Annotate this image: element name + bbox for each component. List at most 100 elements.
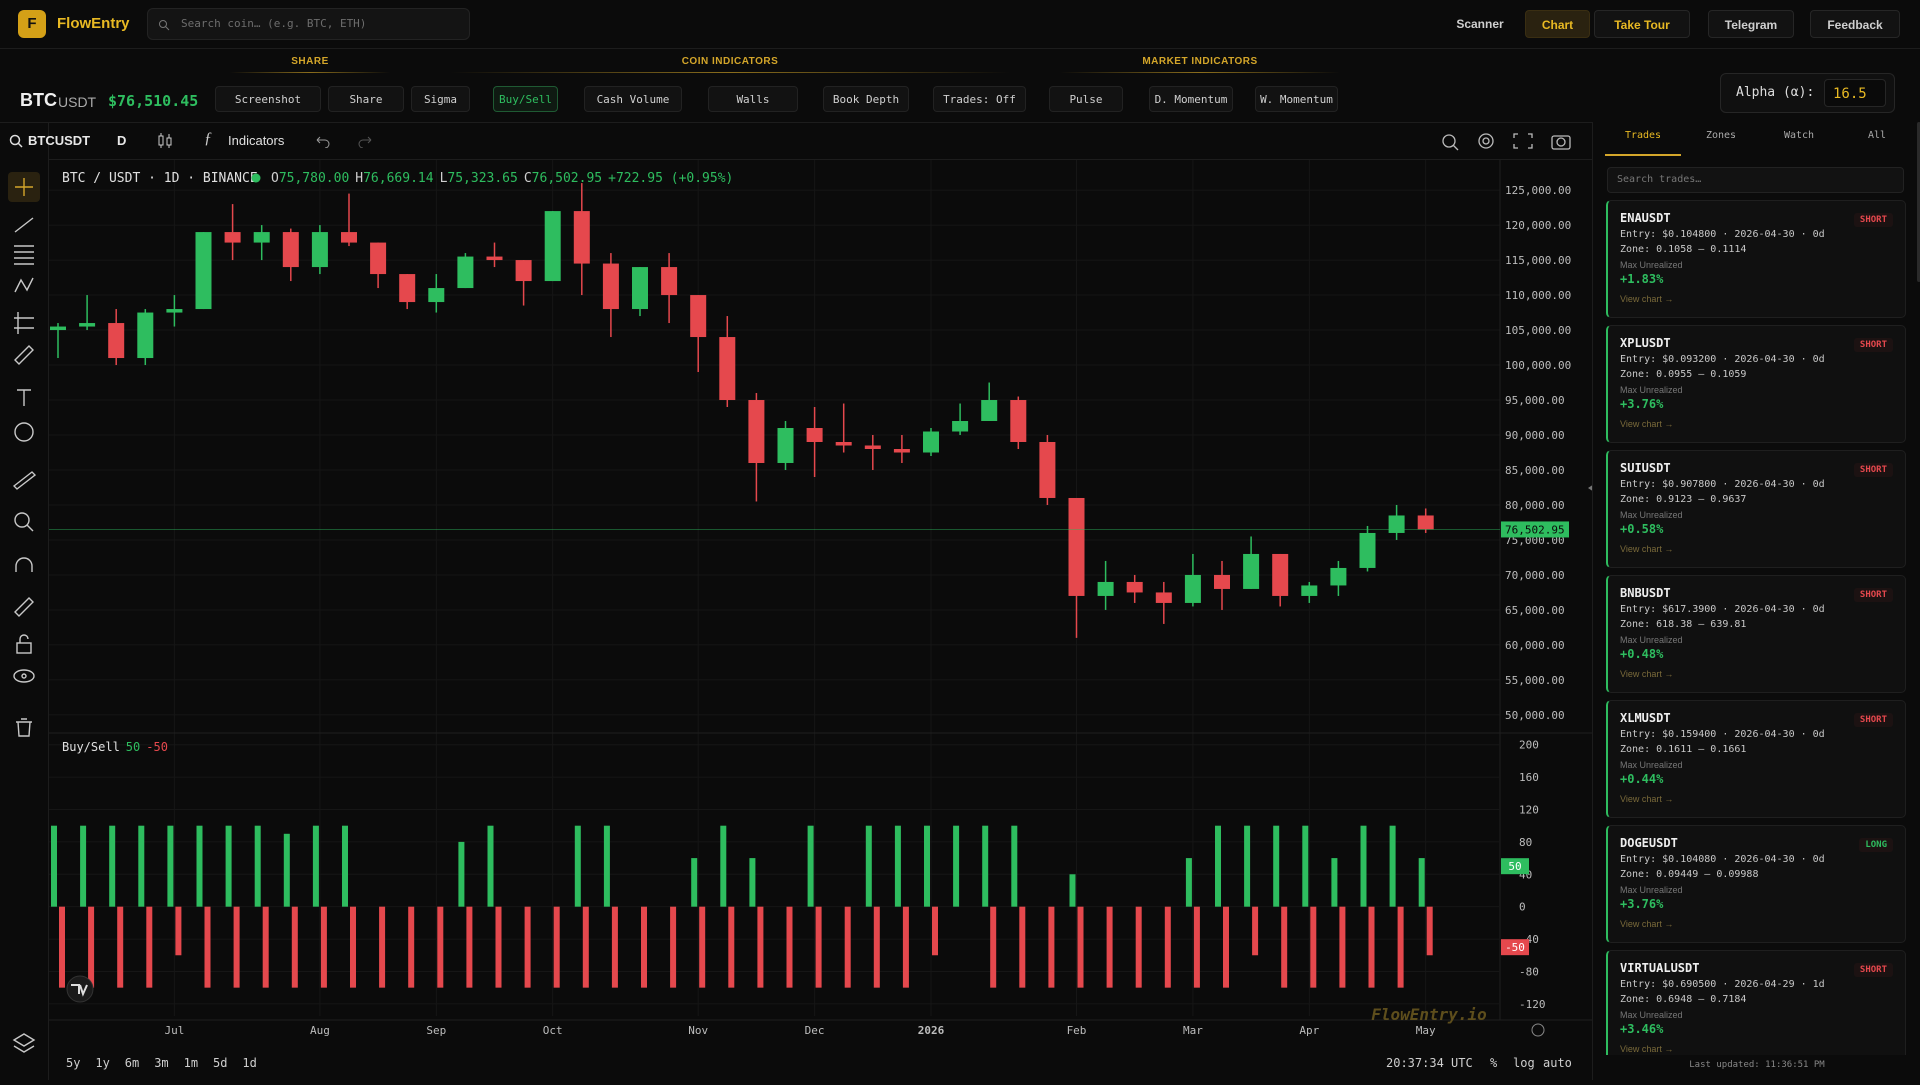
indicator-button[interactable]: Screenshot xyxy=(215,86,321,112)
logo[interactable]: F xyxy=(18,10,46,38)
trade-card[interactable]: VIRTUALUSDT SHORT Entry: $0.690500 · 2026-… xyxy=(1606,950,1906,1055)
buy-sell-bar xyxy=(924,825,930,907)
indicator-button[interactable]: Trades: Off xyxy=(933,86,1026,112)
scale-option[interactable]: log xyxy=(1513,1056,1535,1070)
buy-sell-bar xyxy=(1069,874,1076,907)
scale-option[interactable]: % xyxy=(1490,1056,1498,1070)
indicators-button[interactable]: Indicators xyxy=(228,133,285,148)
brand[interactable]: FlowEntry xyxy=(57,15,130,32)
panel-tab[interactable]: All xyxy=(1867,130,1887,141)
ohlc-value: 76,502.95 xyxy=(532,171,602,186)
trade-card[interactable]: ENAUSDT SHORT Entry: $0.104800 · 2026-04-3… xyxy=(1606,200,1906,318)
buy-sell-bar xyxy=(283,833,290,907)
candle-body xyxy=(806,428,823,443)
section-rule xyxy=(450,72,1010,73)
trade-side: SHORT xyxy=(1853,588,1893,602)
trade-card[interactable]: BNBUSDT SHORT Entry: $617.3900 · 2026-04-3… xyxy=(1606,575,1906,693)
y-tick-label: 70,000.00 xyxy=(1505,569,1565,582)
range-button[interactable]: 1d xyxy=(242,1056,256,1070)
trade-link[interactable]: View chart → xyxy=(1620,919,1674,929)
nav-button[interactable]: Feedback xyxy=(1810,10,1900,38)
collapse-arrow[interactable] xyxy=(1588,484,1592,492)
trade-side: SHORT xyxy=(1853,963,1893,977)
trade-zone: Zone: 0.09449 – 0.09988 xyxy=(1620,869,1759,880)
indicator-button[interactable]: Cash Volume xyxy=(584,86,682,112)
buy-sell-bar xyxy=(408,906,415,988)
range-button[interactable]: 5y xyxy=(66,1056,80,1070)
settings-icon[interactable] xyxy=(1531,1023,1545,1037)
nav-button[interactable]: Take Tour xyxy=(1594,10,1690,38)
candle-body xyxy=(50,326,66,331)
trade-link[interactable]: View chart → xyxy=(1620,419,1674,429)
price: $76,510.45 xyxy=(108,92,199,110)
y-tick-label: 100,000.00 xyxy=(1505,359,1571,372)
indicator-button[interactable]: Walls xyxy=(708,86,798,112)
scale-option[interactable]: auto xyxy=(1543,1056,1572,1070)
candle-body xyxy=(1330,567,1347,586)
trade-card[interactable]: XLMUSDT SHORT Entry: $0.159400 · 2026-04-3… xyxy=(1606,700,1906,818)
panel-tab[interactable]: Trades xyxy=(1605,130,1681,156)
range-button[interactable]: 1m xyxy=(184,1056,198,1070)
buy-sell-bar xyxy=(350,906,356,988)
trade-card[interactable]: XPLUSDT SHORT Entry: $0.093200 · 2026-04-3… xyxy=(1606,325,1906,443)
indicator-button[interactable]: Book Depth xyxy=(823,86,909,112)
chart-actions[interactable] xyxy=(1439,130,1589,152)
trade-symbol: BNBUSDT xyxy=(1620,586,1671,600)
buy-sell-bar xyxy=(1418,858,1425,907)
trade-pnl: +3.76% xyxy=(1620,397,1664,411)
range-button[interactable]: 6m xyxy=(125,1056,139,1070)
buy-sell-bar xyxy=(807,825,814,907)
indicator-button[interactable]: W. Momentum xyxy=(1255,86,1338,112)
interval[interactable]: D xyxy=(117,133,127,148)
candle-body xyxy=(1097,581,1114,596)
x-tick-label: Oct xyxy=(543,1024,563,1037)
chart-symbol[interactable]: BTCUSDT xyxy=(28,133,91,148)
chart-title: BTC / USDT · 1D · BINANCE xyxy=(62,171,258,186)
panel-tab[interactable]: Zones xyxy=(1705,130,1737,141)
buy-sell-bar xyxy=(51,825,57,907)
trade-max-label: Max Unrealized xyxy=(1620,635,1683,645)
trade-link[interactable]: View chart → xyxy=(1620,544,1674,554)
candle-body xyxy=(370,242,387,275)
trade-link[interactable]: View chart → xyxy=(1620,669,1674,679)
indicator-button[interactable]: Sigma xyxy=(411,86,470,112)
indicator-button[interactable]: Buy/Sell xyxy=(493,86,558,112)
pane-value: 50 xyxy=(126,740,140,754)
candle-body xyxy=(137,312,154,359)
nav-button[interactable]: Telegram xyxy=(1708,10,1794,38)
buy-sell-bar xyxy=(204,906,211,988)
range-button[interactable]: 3m xyxy=(154,1056,168,1070)
symbol-search-icon[interactable] xyxy=(9,134,23,148)
y-tick-label: -80 xyxy=(1519,965,1539,978)
candle-body xyxy=(341,232,357,243)
trade-side: SHORT xyxy=(1853,463,1893,477)
trade-side: LONG xyxy=(1859,838,1893,852)
trades-search[interactable]: Search trades… xyxy=(1607,167,1904,193)
undo-redo[interactable] xyxy=(314,134,374,148)
alpha-box[interactable]: Alpha (α): 16.5 xyxy=(1720,73,1895,113)
x-tick-label: Aug xyxy=(310,1024,330,1037)
nav-button[interactable]: Scanner xyxy=(1456,17,1504,31)
buy-sell-bar xyxy=(990,906,997,988)
trade-link[interactable]: View chart → xyxy=(1620,1044,1674,1054)
candle-body xyxy=(1010,400,1027,443)
trade-card[interactable]: DOGEUSDT LONG Entry: $0.104080 · 2026-04-3… xyxy=(1606,825,1906,943)
range-button[interactable]: 5d xyxy=(213,1056,227,1070)
top-bar: F FlowEntry Search coin… (e.g. BTC, ETH)… xyxy=(0,0,1920,49)
indicator-button[interactable]: D. Momentum xyxy=(1149,86,1233,112)
candle-body xyxy=(923,431,939,453)
chart-type-icon[interactable] xyxy=(157,132,173,150)
search-box[interactable]: Search coin… (e.g. BTC, ETH) xyxy=(147,8,470,40)
quote-symbol: USDT xyxy=(58,94,97,110)
trade-link[interactable]: View chart → xyxy=(1620,794,1674,804)
trade-link[interactable]: View chart → xyxy=(1620,294,1674,304)
alpha-value[interactable]: 16.5 xyxy=(1824,79,1886,107)
indicator-button[interactable]: Pulse xyxy=(1049,86,1123,112)
panel-tab[interactable]: Watch xyxy=(1783,130,1815,141)
nav-button[interactable]: Chart xyxy=(1525,10,1590,38)
trade-max-label: Max Unrealized xyxy=(1620,510,1683,520)
trade-card[interactable]: SUIUSDT SHORT Entry: $0.907800 · 2026-04-3… xyxy=(1606,450,1906,568)
range-button[interactable]: 1y xyxy=(95,1056,109,1070)
candle-body xyxy=(1301,585,1318,596)
indicator-button[interactable]: Share xyxy=(328,86,404,112)
